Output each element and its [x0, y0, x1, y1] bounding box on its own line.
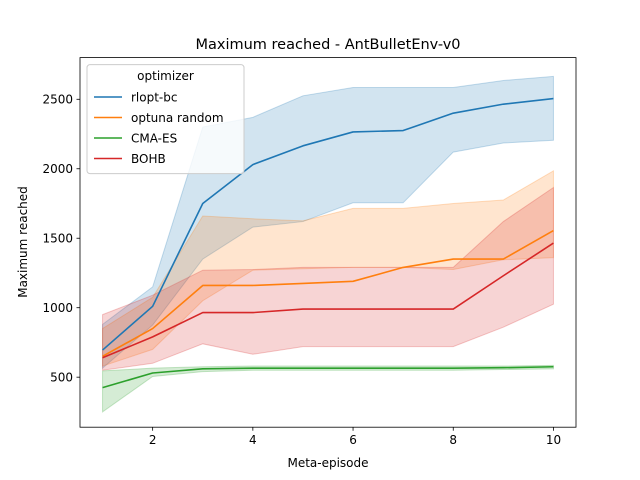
x-tick-label: 6: [349, 433, 357, 447]
series-lines: [102, 97, 554, 389]
line-cma-es: [102, 365, 554, 389]
x-axis: 2 4 6 8 10: [149, 427, 561, 447]
legend-label-cma-es: CMA-ES: [131, 131, 177, 145]
y-tick-label: 500: [50, 370, 73, 384]
x-tick-label: 4: [249, 433, 257, 447]
legend-label-bohb: BOHB: [131, 152, 166, 166]
line-bohb: [102, 242, 554, 359]
band-cma-es: [102, 364, 554, 413]
band-bohb: [102, 186, 554, 371]
line-optuna-random: [102, 229, 554, 358]
x-tick-label: 2: [149, 433, 157, 447]
y-tick-label: 1500: [42, 232, 73, 246]
y-axis: 500 1000 1500 2000 2500: [42, 93, 80, 384]
legend: optimizer rlopt-bc optuna random CMA-ES BOHB: [86, 64, 245, 175]
y-tick-label: 1000: [42, 301, 73, 315]
y-axis-label: Maximum reached: [16, 186, 30, 298]
y-tick-label: 2500: [42, 93, 73, 107]
x-axis-label: Meta-episode: [287, 456, 368, 470]
line-rlopt-bc: [102, 97, 554, 351]
plot-frame: [79, 57, 577, 428]
chart-title: Maximum reached - AntBulletEnv-v0: [195, 37, 460, 53]
band-optuna-random: [102, 169, 554, 367]
legend-label-rlopt-bc: rlopt-bc: [131, 90, 177, 104]
x-tick-label: 10: [546, 433, 561, 447]
x-tick-label: 8: [449, 433, 457, 447]
legend-label-optuna-random: optuna random: [131, 111, 224, 125]
legend-box: [86, 64, 245, 175]
legend-title: optimizer: [137, 69, 194, 83]
y-tick-label: 2000: [42, 162, 73, 176]
